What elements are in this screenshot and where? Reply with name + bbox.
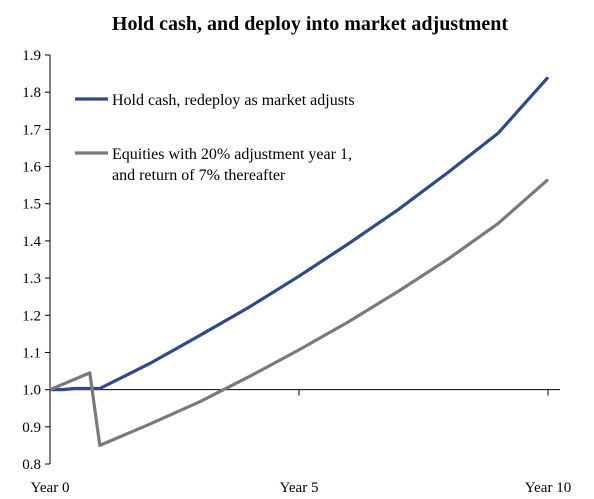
x-tick-label: Year 0 [31,480,70,496]
y-tick-label: 1.1 [22,345,41,361]
y-tick-label: 1.0 [22,383,41,399]
y-tick-label: 1.4 [22,234,41,250]
legend-label-2-line-1: Equities with 20% adjustment year 1, [112,146,352,163]
y-tick-label: 1.9 [22,48,41,64]
y-tick-label: 0.9 [22,420,41,436]
chart-title: Hold cash, and deploy into market adjust… [112,13,508,35]
legend-label-2-line-2: and return of 7% thereafter [112,167,286,184]
y-tick-label: 1.7 [22,122,41,138]
x-axis: Year 0 Year 5 Year 10 [31,389,571,496]
y-tick-label: 1.3 [22,271,41,287]
y-tick-label: 1.6 [22,160,41,176]
y-tick-label: 1.2 [22,308,41,324]
y-tick-label: 1.8 [22,85,41,101]
series-lines [49,76,550,447]
series-line-1 [50,76,550,392]
legend-label-1: Hold cash, redeploy as market adjusts [112,92,355,109]
y-tick-label: 0.8 [22,457,41,473]
y-axis-ticks: 0.8 0.9 1.0 1.1 1.2 1.3 1.4 1.5 1.6 1.7 1.8 1.9 [22,48,50,473]
series-line-2 [49,178,550,447]
x-tick-label: Year 5 [280,480,319,496]
x-tick-label: Year 10 [525,480,571,496]
legend: Hold cash, redeploy as market adjusts Equ… [75,92,355,184]
y-tick-label: 1.5 [22,197,41,213]
